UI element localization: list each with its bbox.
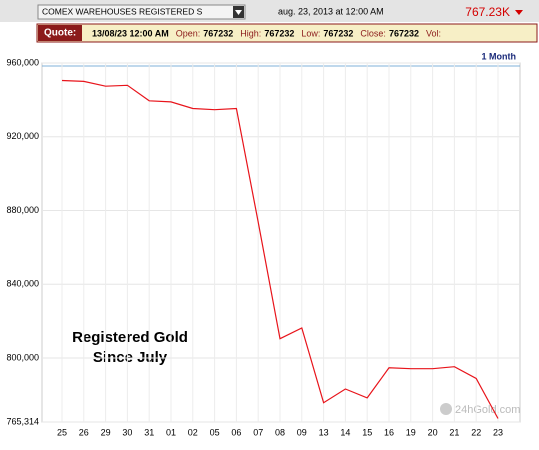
x-tick-label: 08 <box>275 427 285 437</box>
quote-field-value: 767232 <box>389 28 419 38</box>
annotation: Since July <box>93 349 168 366</box>
quote-field-label: Low: <box>301 28 320 38</box>
quote-field-label: Close: <box>360 28 386 38</box>
watermark: 24hGold.com <box>455 404 520 416</box>
quote-label-box <box>38 25 82 41</box>
x-tick-label: 01 <box>166 427 176 437</box>
select-arrow <box>235 10 242 15</box>
instrument-name: COMEX WAREHOUSES REGISTERED S <box>42 6 203 16</box>
y-tick-label: 840,000 <box>6 279 39 289</box>
y-tick-label: 920,000 <box>6 131 39 141</box>
down-arrow <box>515 10 523 15</box>
quote-field-label: Vol: <box>426 28 441 38</box>
y-tick-label: 960,000 <box>6 57 39 67</box>
x-tick-label: 30 <box>122 427 132 437</box>
x-tick-label: 07 <box>253 427 263 437</box>
range-label: 1 Month <box>482 51 517 61</box>
x-tick-label: 09 <box>297 427 307 437</box>
quote-field-value: 767232 <box>203 28 233 38</box>
x-tick-label: 19 <box>406 427 416 437</box>
x-tick-label: 29 <box>101 427 111 437</box>
quote-field-label: High: <box>240 28 261 38</box>
y-tick-label: 880,000 <box>6 205 39 215</box>
line <box>61 79 499 419</box>
x-tick-label: 21 <box>449 427 459 437</box>
y-tick-label: 800,000 <box>6 352 39 362</box>
watermark-icon <box>440 403 452 415</box>
quote-field-value: 767232 <box>264 28 294 38</box>
quote-field-value: 13/08/23 12:00 AM <box>92 28 169 38</box>
x-tick-label: 23 <box>493 427 503 437</box>
y-tick-label: 765,314 <box>6 416 39 426</box>
x-tick-label: 25 <box>57 427 67 437</box>
x-tick-label: 14 <box>340 427 350 437</box>
x-tick-label: 06 <box>231 427 241 437</box>
instrument-select[interactable] <box>37 4 246 20</box>
x-tick-label: 16 <box>384 427 394 437</box>
x-tick-label: 26 <box>79 427 89 437</box>
x-tick-label: 15 <box>362 427 372 437</box>
x-tick-label: 22 <box>471 427 481 437</box>
quote-bar <box>36 23 538 43</box>
x-tick-label: 31 <box>144 427 154 437</box>
quote-field-value: 767232 <box>323 28 353 38</box>
x-tick-label: 05 <box>210 427 220 437</box>
timestamp: aug. 23, 2013 at 12:00 AM <box>278 6 384 16</box>
quote-field-label: Open: <box>176 28 201 38</box>
x-tick-label: 02 <box>188 427 198 437</box>
x-tick-label: 13 <box>319 427 329 437</box>
quote-label: Quote: <box>44 28 76 39</box>
x-tick-label: 20 <box>428 427 438 437</box>
quote-row: 13/08/23 12:00 AM Open: 767232 High: 767232 L… <box>92 28 441 38</box>
annotation: Registered Gold <box>72 329 188 346</box>
last-value: 767.23K <box>465 5 510 19</box>
